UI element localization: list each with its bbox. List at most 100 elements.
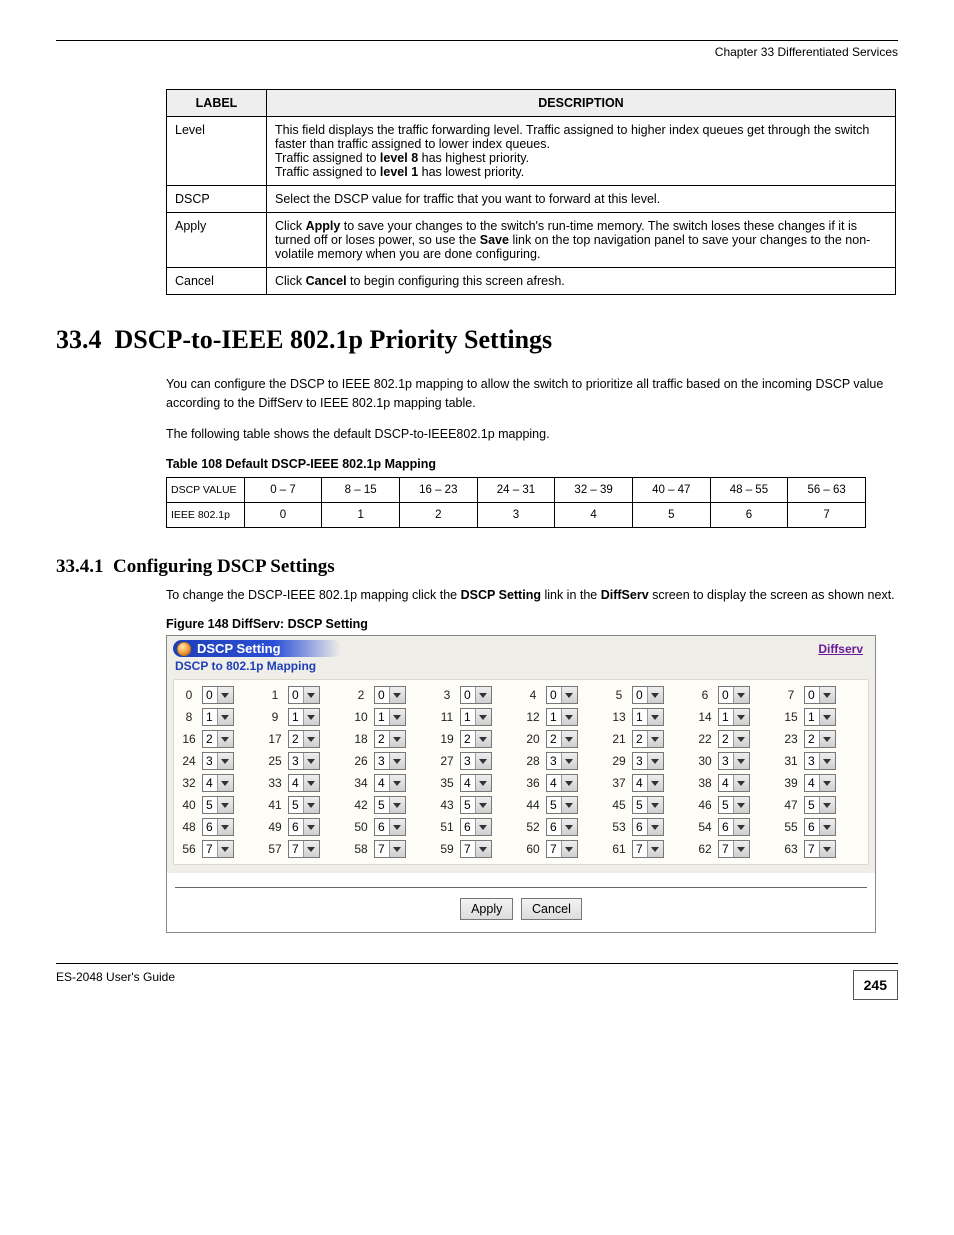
map-header-cell: 8 – 15 — [322, 478, 400, 503]
dscp-number: 3 — [438, 688, 456, 702]
priority-select[interactable]: 5 — [804, 796, 836, 814]
grid-row: 405415425435445455465475 — [176, 794, 866, 816]
priority-select[interactable]: 1 — [460, 708, 492, 726]
diffserv-link[interactable]: Diffserv — [818, 642, 863, 656]
priority-value: 4 — [719, 776, 733, 790]
priority-select[interactable]: 2 — [632, 730, 664, 748]
priority-select[interactable]: 5 — [546, 796, 578, 814]
priority-select[interactable]: 1 — [288, 708, 320, 726]
priority-select[interactable]: 0 — [288, 686, 320, 704]
priority-select[interactable]: 5 — [202, 796, 234, 814]
priority-select[interactable]: 4 — [202, 774, 234, 792]
priority-select[interactable]: 2 — [288, 730, 320, 748]
priority-select[interactable]: 6 — [632, 818, 664, 836]
priority-select[interactable]: 1 — [546, 708, 578, 726]
priority-value: 2 — [289, 732, 303, 746]
priority-select[interactable]: 4 — [632, 774, 664, 792]
priority-select[interactable]: 0 — [804, 686, 836, 704]
priority-select[interactable]: 3 — [718, 752, 750, 770]
dscp-number: 37 — [610, 776, 628, 790]
priority-value: 7 — [461, 842, 475, 856]
priority-select[interactable]: 6 — [374, 818, 406, 836]
priority-select[interactable]: 6 — [460, 818, 492, 836]
priority-select[interactable]: 6 — [804, 818, 836, 836]
priority-select[interactable]: 6 — [288, 818, 320, 836]
chevron-down-icon — [733, 841, 749, 857]
priority-select[interactable]: 4 — [374, 774, 406, 792]
priority-select[interactable]: 5 — [632, 796, 664, 814]
priority-select[interactable]: 7 — [460, 840, 492, 858]
priority-select[interactable]: 0 — [546, 686, 578, 704]
priority-select[interactable]: 1 — [632, 708, 664, 726]
priority-select[interactable]: 0 — [632, 686, 664, 704]
priority-select[interactable]: 1 — [374, 708, 406, 726]
map-table-caption: Table 108 Default DSCP-IEEE 802.1p Mappi… — [166, 457, 898, 471]
priority-select[interactable]: 0 — [202, 686, 234, 704]
grid-row: 162172182192202212222232 — [176, 728, 866, 750]
priority-select[interactable]: 7 — [288, 840, 320, 858]
priority-select[interactable]: 5 — [374, 796, 406, 814]
priority-select[interactable]: 0 — [374, 686, 406, 704]
priority-select[interactable]: 5 — [460, 796, 492, 814]
priority-select[interactable]: 7 — [546, 840, 578, 858]
priority-select[interactable]: 4 — [546, 774, 578, 792]
chevron-down-icon — [217, 687, 233, 703]
priority-select[interactable]: 2 — [202, 730, 234, 748]
priority-select[interactable]: 3 — [546, 752, 578, 770]
priority-select[interactable]: 7 — [202, 840, 234, 858]
priority-select[interactable]: 1 — [718, 708, 750, 726]
dscp-number: 23 — [782, 732, 800, 746]
priority-select[interactable]: 6 — [202, 818, 234, 836]
priority-select[interactable]: 7 — [632, 840, 664, 858]
dscp-number: 11 — [438, 710, 456, 724]
priority-value: 4 — [547, 776, 561, 790]
chevron-down-icon — [389, 709, 405, 725]
priority-select[interactable]: 4 — [460, 774, 492, 792]
priority-select[interactable]: 2 — [460, 730, 492, 748]
priority-value: 7 — [633, 842, 647, 856]
priority-select[interactable]: 4 — [288, 774, 320, 792]
priority-select[interactable]: 5 — [288, 796, 320, 814]
cancel-button[interactable]: Cancel — [521, 898, 582, 920]
priority-select[interactable]: 3 — [374, 752, 406, 770]
chevron-down-icon — [819, 819, 835, 835]
priority-select[interactable]: 0 — [718, 686, 750, 704]
priority-select[interactable]: 2 — [374, 730, 406, 748]
priority-select[interactable]: 7 — [718, 840, 750, 858]
priority-select[interactable]: 3 — [202, 752, 234, 770]
priority-select[interactable]: 3 — [288, 752, 320, 770]
priority-select[interactable]: 2 — [804, 730, 836, 748]
priority-select[interactable]: 6 — [718, 818, 750, 836]
priority-select[interactable]: 1 — [202, 708, 234, 726]
priority-value: 2 — [805, 732, 819, 746]
priority-select[interactable]: 6 — [546, 818, 578, 836]
priority-select[interactable]: 7 — [804, 840, 836, 858]
priority-value: 7 — [547, 842, 561, 856]
dscp-number: 41 — [266, 798, 284, 812]
priority-select[interactable]: 4 — [804, 774, 836, 792]
apply-button[interactable]: Apply — [460, 898, 513, 920]
dscp-cell: 435 — [438, 796, 518, 814]
priority-select[interactable]: 3 — [632, 752, 664, 770]
dscp-number: 12 — [524, 710, 542, 724]
priority-select[interactable]: 4 — [718, 774, 750, 792]
map-header-cell: 56 – 63 — [788, 478, 866, 503]
dscp-number: 28 — [524, 754, 542, 768]
priority-select[interactable]: 3 — [460, 752, 492, 770]
priority-value: 2 — [719, 732, 733, 746]
priority-select[interactable]: 5 — [718, 796, 750, 814]
priority-select[interactable]: 7 — [374, 840, 406, 858]
header-chapter: Chapter 33 Differentiated Services — [56, 45, 898, 59]
priority-select[interactable]: 2 — [546, 730, 578, 748]
priority-select[interactable]: 3 — [804, 752, 836, 770]
priority-select[interactable]: 1 — [804, 708, 836, 726]
priority-value: 6 — [375, 820, 389, 834]
priority-select[interactable]: 0 — [460, 686, 492, 704]
priority-select[interactable]: 2 — [718, 730, 750, 748]
priority-value: 4 — [633, 776, 647, 790]
priority-value: 0 — [719, 688, 733, 702]
chevron-down-icon — [475, 841, 491, 857]
dscp-cell: 364 — [524, 774, 604, 792]
chevron-down-icon — [475, 775, 491, 791]
desc-col-description: DESCRIPTION — [267, 90, 896, 117]
